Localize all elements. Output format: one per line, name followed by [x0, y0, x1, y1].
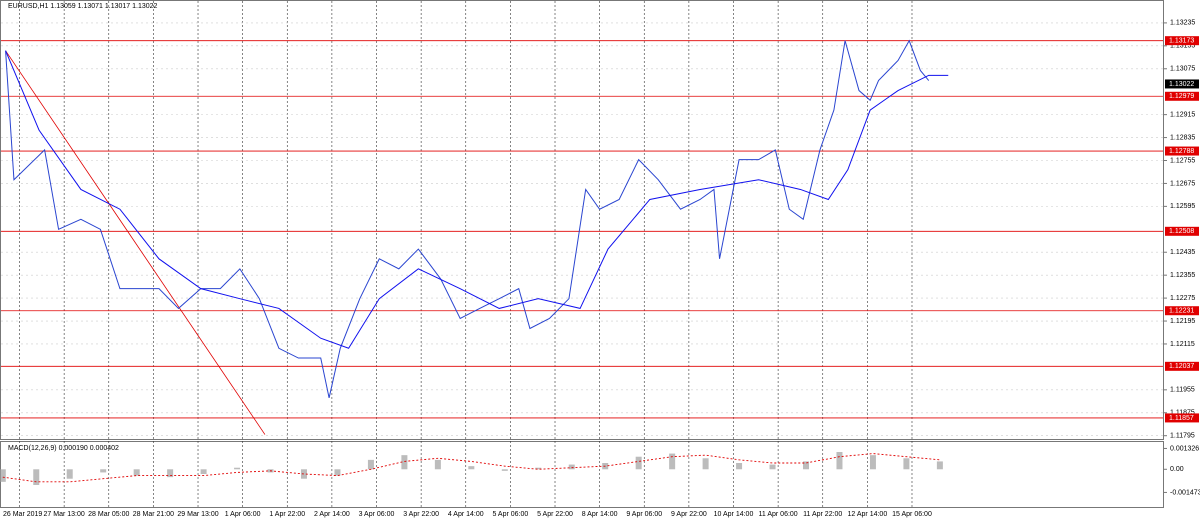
level-label-bg [1165, 413, 1199, 423]
y-tick-label: 1.11875 [1170, 410, 1195, 417]
y-tick-label: 1.13155 [1170, 43, 1195, 50]
macd-bar [33, 469, 40, 485]
macd-bar [936, 461, 943, 470]
price-line [5, 39, 930, 398]
macd-bar [0, 469, 6, 482]
level-label-bg [1165, 306, 1199, 316]
x-tick-label: 29 Mar 13:00 [177, 511, 218, 518]
macd-bar [769, 464, 776, 470]
y-tick-label: 1.13235 [1170, 20, 1195, 27]
macd-bar [836, 452, 843, 470]
level-label-bg [1165, 36, 1199, 46]
level-label-bg [1165, 226, 1199, 236]
chart-title: EURUSD,H1 1.13059 1.13071 1.13017 1.1302… [8, 3, 158, 10]
x-tick-label: 9 Apr 22:00 [671, 511, 707, 518]
macd-bar [100, 469, 107, 473]
x-tick-label: 3 Apr 06:00 [359, 511, 395, 518]
y-tick-label: 1.12195 [1170, 318, 1195, 325]
x-tick-label: 15 Apr 06:00 [892, 511, 932, 518]
y-tick-label: 0.00 [1170, 466, 1184, 473]
x-tick-label: 2 Apr 14:00 [314, 511, 350, 518]
y-tick-label: 1.12835 [1170, 134, 1195, 141]
level-label: 1.13173 [1169, 38, 1194, 45]
x-tick-label: 1 Apr 06:00 [225, 511, 261, 518]
macd-bar [133, 469, 140, 476]
y-tick-label: 1.11955 [1170, 387, 1195, 394]
level-label: 1.12979 [1169, 93, 1194, 100]
macd-bar [535, 467, 542, 470]
y-tick-label: 1.12435 [1170, 249, 1195, 256]
macd-bar [635, 456, 642, 470]
level-label: 1.11857 [1169, 415, 1194, 422]
y-tick-label: 1.12595 [1170, 203, 1195, 210]
y-tick-label: 1.12115 [1170, 341, 1195, 348]
y-tick-label: 1.13075 [1170, 66, 1195, 73]
macd-bar [669, 453, 676, 470]
macd-bar [803, 461, 810, 470]
x-tick-label: 10 Apr 14:00 [714, 511, 754, 518]
x-tick-label: 5 Apr 06:00 [492, 511, 528, 518]
macd-bar [401, 455, 408, 470]
macd-bar [334, 469, 341, 476]
level-label-bg [1165, 146, 1199, 156]
y-tick-label: 0.001326 [1170, 445, 1199, 452]
y-tick-label: 1.12275 [1170, 295, 1195, 302]
trendline [5, 50, 266, 435]
x-tick-label: 11 Apr 22:00 [803, 511, 842, 518]
macd-bar [300, 469, 307, 479]
x-tick-label: 1 Apr 22:00 [269, 511, 305, 518]
macd-bar [200, 469, 207, 474]
macd-bar [501, 469, 508, 471]
x-tick-label: 5 Apr 22:00 [537, 511, 573, 518]
y-tick-label: 1.12355 [1170, 272, 1195, 279]
main-frame [0, 0, 1164, 440]
x-tick-label: 3 Apr 22:00 [403, 511, 439, 518]
macd-bar [367, 459, 374, 470]
level-label: 1.12231 [1169, 308, 1194, 315]
macd-bar [869, 455, 876, 470]
level-label: 1.12037 [1169, 363, 1194, 370]
macd-bar [434, 459, 441, 470]
y-tick-label: -0.001473 [1170, 489, 1200, 496]
current-price-bg [1165, 79, 1199, 89]
macd-bar [568, 464, 575, 470]
macd-bar [66, 469, 73, 479]
x-tick-label: 27 Mar 13:00 [44, 511, 85, 518]
x-tick-label: 26 Mar 2019 [3, 511, 42, 518]
macd-bar [736, 463, 743, 470]
macd-bar [903, 458, 910, 470]
x-tick-label: 9 Apr 06:00 [626, 511, 662, 518]
level-label-bg [1165, 91, 1199, 101]
price-line [5, 50, 949, 349]
level-label-bg [1165, 361, 1199, 371]
y-tick-label: 1.11795 [1170, 433, 1195, 440]
x-tick-label: 28 Mar 05:00 [88, 511, 129, 518]
level-label: 1.12788 [1169, 148, 1194, 155]
y-tick-label: 1.12675 [1170, 180, 1195, 187]
x-tick-label: 28 Mar 21:00 [133, 511, 174, 518]
signal-line [2, 453, 940, 483]
y-tick-label: 1.12915 [1170, 111, 1195, 118]
x-tick-label: 12 Apr 14:00 [848, 511, 888, 518]
macd-bar [167, 469, 174, 478]
macd-bar [468, 466, 475, 470]
macd-title: MACD(12,26,9) 0.000190 0.000402 [8, 445, 119, 452]
macd-bar [234, 467, 241, 470]
x-tick-label: 4 Apr 14:00 [448, 511, 484, 518]
y-tick-label: 1.12755 [1170, 157, 1195, 164]
current-price-label: 1.13022 [1169, 81, 1194, 88]
x-tick-label: 11 Apr 06:00 [759, 511, 798, 518]
level-label: 1.12508 [1169, 228, 1194, 235]
macd-bar [702, 458, 709, 470]
x-tick-label: 8 Apr 14:00 [582, 511, 618, 518]
